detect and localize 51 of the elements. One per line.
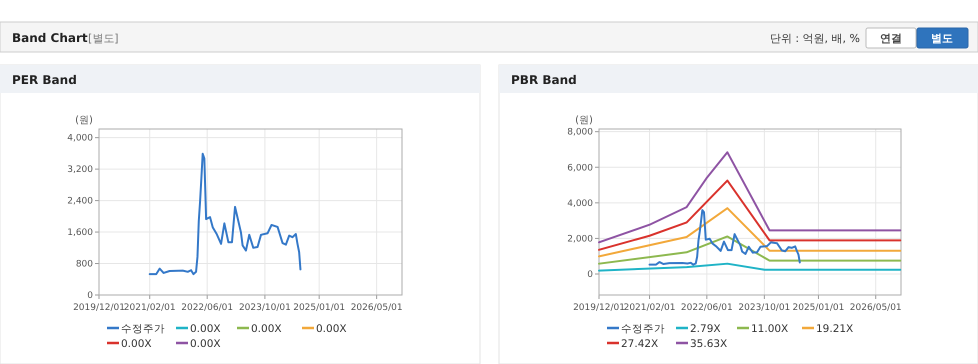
legend-label: 2.79X	[690, 323, 721, 335]
text: Band Chart	[12, 31, 88, 45]
legend-label: 0.00X	[251, 323, 282, 335]
legend-label: 0.00X	[316, 323, 347, 335]
y-tick-label: 3,200	[67, 165, 94, 176]
line-series	[598, 262, 902, 272]
legend-label: 19.21X	[816, 323, 854, 335]
x-tick-label: 2023/10/01	[738, 303, 790, 313]
x-tick-label: 2019/12/01	[73, 303, 125, 313]
y-tick-label: 2,400	[67, 196, 94, 207]
x-tick-label: 2021/02/01	[624, 303, 676, 313]
line-series	[648, 209, 801, 266]
y-tick-label: 8,000	[567, 128, 594, 138]
x-tick-label: 2022/06/01	[680, 303, 733, 313]
text: 단위 : 억원, 배, %	[770, 32, 860, 45]
legend-label: 35.63X	[690, 338, 728, 350]
line-series	[598, 151, 902, 244]
x-tick-label: 2025/01/01	[293, 303, 346, 313]
text: 연결	[880, 32, 902, 45]
text: [별도]	[88, 32, 119, 45]
text: 별도	[931, 32, 953, 45]
x-tick-label: 2021/02/01	[124, 303, 176, 313]
chart-title: PER Band	[12, 73, 77, 87]
y-tick-label: 4,000	[567, 198, 594, 209]
line-series	[598, 180, 902, 251]
x-tick-label: 2026/05/01	[850, 303, 902, 313]
line-series	[598, 207, 902, 258]
legend-label: 수정주가	[621, 323, 665, 335]
y-tick-label: 800	[76, 260, 94, 270]
y-tick-label: 6,000	[567, 163, 594, 174]
legend-label: 27.42X	[621, 338, 658, 350]
chart-title: PBR Band	[511, 73, 577, 87]
y-tick-label: 0	[587, 270, 594, 280]
legend-label: 0.00X	[121, 338, 152, 350]
legend-label: 0.00X	[190, 338, 221, 350]
x-tick-label: 2026/05/01	[350, 303, 403, 313]
line-series	[598, 235, 902, 265]
y-tick-label: 0	[87, 291, 94, 301]
legend-label: 11.00X	[751, 323, 788, 335]
y-axis-title: (원)	[575, 115, 593, 126]
y-tick-label: 4,000	[67, 134, 94, 144]
line-series	[148, 152, 302, 276]
legend-label: 수정주가	[121, 323, 165, 335]
x-tick-label: 2023/10/01	[238, 303, 291, 313]
x-tick-label: 2019/12/01	[573, 303, 625, 313]
x-tick-label: 2025/01/01	[792, 303, 844, 313]
x-tick-label: 2022/06/01	[181, 303, 234, 313]
y-tick-label: 1,600	[67, 228, 94, 238]
y-axis-title: (원)	[75, 115, 93, 126]
legend-label: 0.00X	[190, 323, 221, 335]
y-tick-label: 2,000	[567, 234, 594, 244]
